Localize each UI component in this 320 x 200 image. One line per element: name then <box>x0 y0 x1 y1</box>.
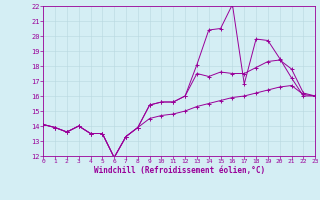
X-axis label: Windchill (Refroidissement éolien,°C): Windchill (Refroidissement éolien,°C) <box>94 166 265 175</box>
